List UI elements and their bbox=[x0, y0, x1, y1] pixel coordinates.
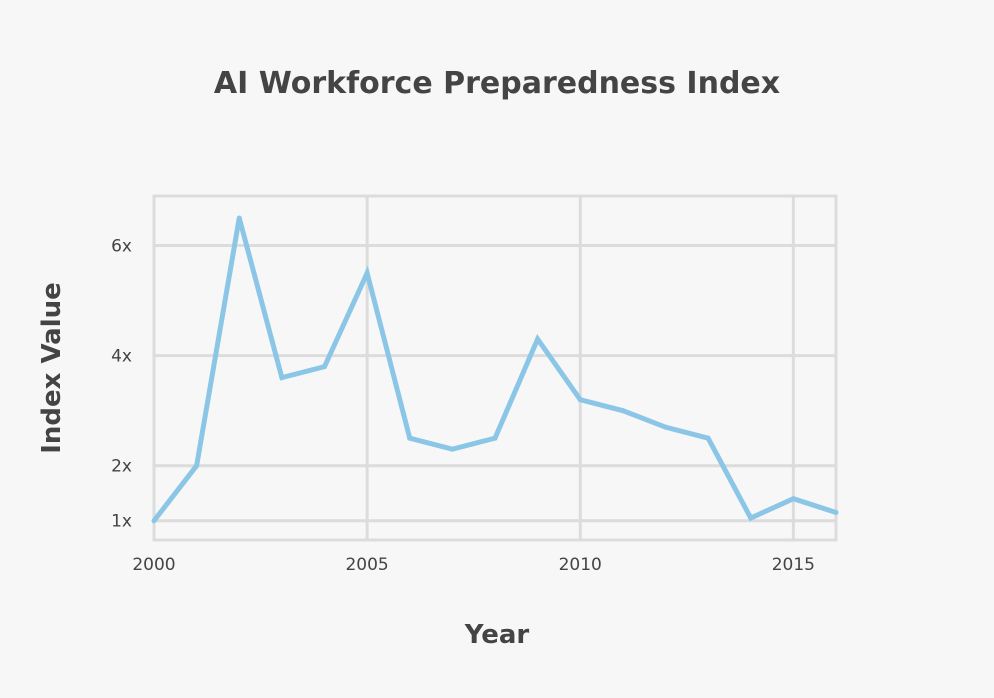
x-tick-label: 2005 bbox=[345, 555, 388, 575]
data-point bbox=[492, 435, 498, 441]
series-layer bbox=[151, 215, 839, 524]
data-point bbox=[151, 518, 157, 524]
data-point bbox=[620, 408, 626, 414]
data-point bbox=[790, 496, 796, 502]
data-point bbox=[748, 515, 754, 521]
y-tick-label: 6x bbox=[111, 237, 132, 257]
series-line bbox=[152, 217, 837, 523]
tick-layer: 2000 2005 2010 2015 1x 2x 4x 6x bbox=[111, 237, 815, 575]
data-point bbox=[194, 463, 200, 469]
data-point bbox=[322, 364, 327, 370]
data-point bbox=[833, 509, 839, 515]
data-point bbox=[407, 435, 413, 441]
data-point bbox=[449, 446, 455, 452]
data-point bbox=[279, 375, 285, 381]
x-axis-label: Year bbox=[464, 620, 530, 650]
plot-frame bbox=[152, 194, 838, 542]
y-tick-label: 2x bbox=[111, 457, 132, 477]
x-tick-label: 2015 bbox=[772, 555, 815, 575]
data-point bbox=[236, 215, 242, 221]
y-tick-label: 1x bbox=[111, 512, 132, 532]
chart-title: AI Workforce Preparedness Index bbox=[213, 66, 781, 101]
data-point bbox=[663, 424, 668, 430]
data-point bbox=[577, 397, 583, 403]
data-point bbox=[705, 435, 711, 441]
y-tick-label: 4x bbox=[111, 347, 132, 367]
data-point bbox=[535, 336, 541, 342]
x-tick-label: 2010 bbox=[559, 555, 602, 575]
x-tick-label: 2000 bbox=[132, 555, 175, 575]
data-point bbox=[364, 270, 370, 276]
